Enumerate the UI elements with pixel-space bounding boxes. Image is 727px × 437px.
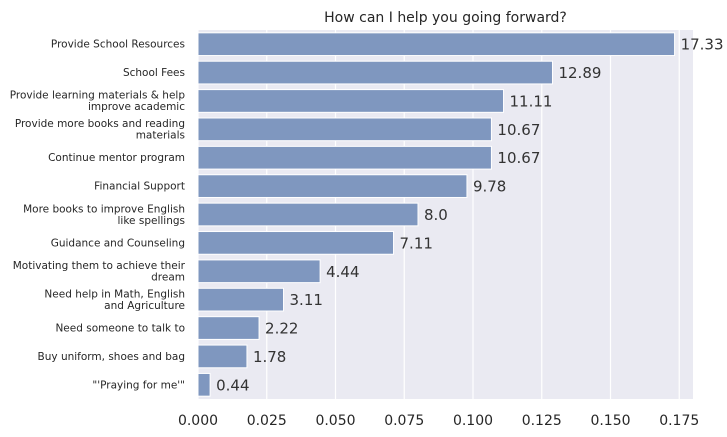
data-label: 17.33 <box>681 36 724 54</box>
category-label: Guidance and Counseling <box>51 237 185 249</box>
bar <box>197 287 285 312</box>
bar <box>197 145 492 170</box>
x-tick-label: 0.075 <box>384 413 424 429</box>
category-label: "'Praying for me'" <box>92 379 185 391</box>
bar <box>197 316 260 340</box>
x-tick-label: 0.025 <box>247 413 287 429</box>
data-label: 12.89 <box>558 64 601 82</box>
x-tick-label: 0.150 <box>590 413 630 429</box>
x-tick-label: 0.100 <box>453 413 493 429</box>
x-tick-label: 0.050 <box>315 413 355 429</box>
category-labels: Provide School Resources School Fees Provi… <box>10 39 186 392</box>
data-label: 9.78 <box>473 178 506 196</box>
x-tick-label: 0.000 <box>178 413 218 429</box>
bar <box>197 231 395 255</box>
bar <box>197 117 492 142</box>
category-label: Need someone to talk to <box>55 323 185 335</box>
data-label: 3.11 <box>290 291 323 309</box>
category-label: Provide School Resources <box>51 39 185 51</box>
category-label: More books to improve English like spelli… <box>23 203 185 227</box>
data-label: 11.11 <box>510 92 553 110</box>
category-label: Provide more books and reading materials <box>15 118 185 142</box>
x-tick-labels: 0.000 0.025 0.050 0.075 0.100 0.125 0.150 0.175 <box>178 413 699 429</box>
data-label: 4.44 <box>326 263 359 281</box>
data-label: 7.11 <box>400 234 433 252</box>
bar <box>197 372 211 397</box>
bar <box>197 259 321 284</box>
data-label: 10.67 <box>497 149 540 167</box>
bar <box>197 344 248 369</box>
bar <box>197 32 676 57</box>
category-label: Motivating them to achieve their dream <box>13 260 186 284</box>
bar <box>197 89 505 113</box>
bar <box>197 60 553 85</box>
data-label: 10.67 <box>497 121 540 139</box>
category-label: Buy uniform, shoes and bag <box>38 351 185 363</box>
category-label: Need help in Math, English and Agricultur… <box>44 288 185 312</box>
bar <box>197 174 468 198</box>
data-label: 8.0 <box>424 206 448 224</box>
x-tick-label: 0.125 <box>522 413 562 429</box>
data-label: 1.78 <box>253 348 286 366</box>
data-label: 2.22 <box>265 320 298 338</box>
category-label: Provide learning materials & help improve… <box>10 90 186 114</box>
bar <box>197 202 419 227</box>
bars <box>197 32 676 397</box>
category-label: Financial Support <box>94 181 185 193</box>
chart-title: How can I help you going forward? <box>324 10 567 26</box>
data-label: 0.44 <box>216 376 249 394</box>
category-label: School Fees <box>123 67 185 79</box>
x-tick-label: 0.175 <box>659 413 699 429</box>
category-label: Continue mentor program <box>48 152 185 164</box>
data-labels: 17.33 12.89 11.11 10.67 10.67 9.78 8.0 7.11 4.44… <box>216 36 723 395</box>
